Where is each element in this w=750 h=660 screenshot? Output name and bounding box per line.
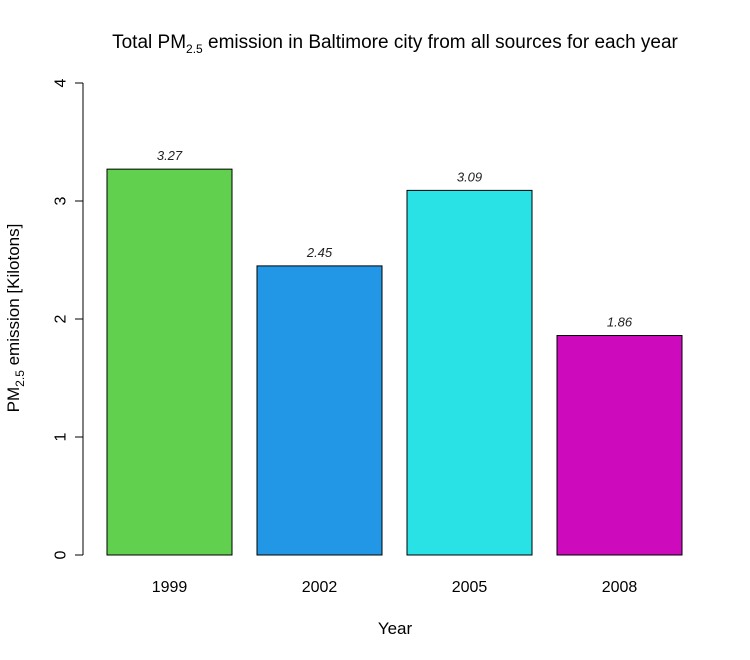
value-labels-group: 3.27 2.45 3.09 1.86 <box>157 148 633 329</box>
chart-title-subscript: 2.5 <box>186 42 203 56</box>
value-label-2005: 3.09 <box>457 169 482 184</box>
bars-group <box>106 168 683 556</box>
value-label-2002: 2.45 <box>306 245 333 260</box>
category-label-2002: 2002 <box>302 579 338 596</box>
y-tick-label: 1 <box>53 432 70 441</box>
bar-2005 <box>406 189 533 556</box>
y-tick-label: 3 <box>53 196 70 205</box>
chart-title: Total PM2.5 emission in Baltimore city f… <box>112 32 678 56</box>
value-label-2008: 1.86 <box>607 315 633 330</box>
chart-title-suffix: emission in Baltimore city from all sour… <box>203 32 679 53</box>
y-tick-label: 2 <box>53 314 70 323</box>
category-labels-group: 1999 2002 2005 2008 <box>152 579 638 596</box>
y-axis: 0 1 2 3 4 <box>53 78 84 559</box>
y-axis-label-suffix: emission [Kilotons] <box>4 224 23 370</box>
category-label-1999: 1999 <box>152 579 188 596</box>
y-axis-label: PM2.5 emission [Kilotons] <box>4 224 27 413</box>
y-axis-label-subscript: 2.5 <box>13 370 27 387</box>
x-axis-label: Year <box>378 619 413 638</box>
y-tick-label: 0 <box>53 550 70 559</box>
bar-2002 <box>256 265 383 556</box>
category-label-2008: 2008 <box>602 579 638 596</box>
y-tick-label: 4 <box>53 78 70 87</box>
category-label-2005: 2005 <box>452 579 488 596</box>
bar-1999 <box>106 168 233 556</box>
bar-2008 <box>556 335 683 556</box>
value-label-1999: 3.27 <box>157 148 183 163</box>
chart-title-prefix: Total PM <box>112 32 186 53</box>
y-axis-label-prefix: PM <box>4 387 23 413</box>
